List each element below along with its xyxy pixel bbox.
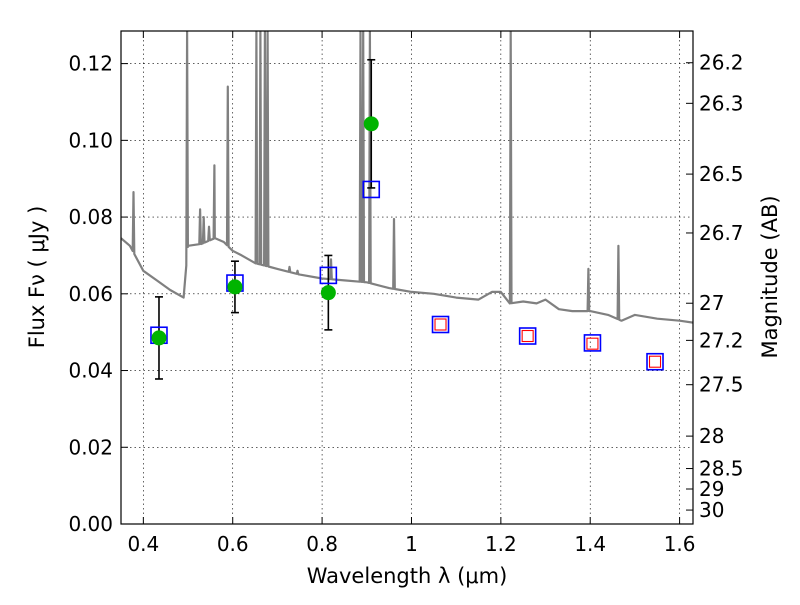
y-tick-label: 0.00 bbox=[68, 512, 113, 536]
y2-tick-label: 26.2 bbox=[699, 51, 744, 75]
y2-tick-label: 28.5 bbox=[699, 457, 744, 481]
observed-point bbox=[320, 285, 336, 301]
plot-frame bbox=[120, 30, 694, 525]
y-tick-label: 0.02 bbox=[68, 435, 113, 459]
nir-photometry-square bbox=[434, 318, 447, 331]
observed-point bbox=[363, 116, 379, 132]
y-axis-label: Flux Fν ( μJy ) bbox=[25, 206, 49, 349]
y2-tick-label: 30 bbox=[699, 498, 724, 522]
model-photometry-square bbox=[319, 266, 338, 285]
nir-photometry-square bbox=[521, 329, 534, 343]
model-photometry-square bbox=[646, 352, 664, 371]
model-photometry-square bbox=[518, 327, 537, 345]
y2-tick-label: 26.3 bbox=[699, 91, 744, 115]
nir-photometry-square bbox=[586, 337, 599, 350]
y-tick-label: 0.08 bbox=[68, 205, 113, 229]
model-photometry-square bbox=[431, 315, 450, 334]
x-tick-label: 1.4 bbox=[574, 532, 606, 556]
axis-ticks: 0.4 0.6 0.8 1 1.2 1.4 1.6 0.00 0.02 0.04 0.06 0.08 0… bbox=[68, 31, 744, 556]
y2-axis-label: Magnitude (AB) bbox=[758, 195, 782, 358]
model-photometry-square bbox=[362, 180, 381, 199]
y2-tick-label: 26.5 bbox=[699, 162, 744, 186]
grid-lines bbox=[121, 31, 693, 525]
observed-point bbox=[227, 279, 243, 295]
y2-tick-label: 27.2 bbox=[699, 328, 744, 352]
y-tick-label: 0.04 bbox=[68, 359, 113, 383]
x-tick-label: 1 bbox=[405, 532, 418, 556]
x-tick-label: 0.4 bbox=[127, 532, 159, 556]
y-tick-label: 0.12 bbox=[68, 52, 113, 76]
x-tick-label: 0.8 bbox=[306, 532, 338, 556]
y2-tick-label: 29 bbox=[699, 477, 724, 501]
observed-point bbox=[151, 330, 167, 346]
x-axis-label: Wavelength λ (μm) bbox=[307, 564, 508, 588]
data-points bbox=[150, 58, 664, 380]
nir-photometry-square bbox=[648, 355, 662, 368]
x-tick-label: 0.6 bbox=[217, 532, 249, 556]
model-photometry-square bbox=[583, 334, 602, 352]
y-tick-label: 0.10 bbox=[68, 128, 113, 152]
model-spectrum bbox=[121, 31, 693, 324]
y2-tick-label: 28 bbox=[699, 424, 724, 448]
x-tick-label: 1.6 bbox=[664, 532, 696, 556]
x-tick-label: 1.2 bbox=[485, 532, 517, 556]
y2-tick-label: 27.5 bbox=[699, 373, 744, 397]
y-tick-label: 0.06 bbox=[68, 282, 113, 306]
spectrum-line bbox=[121, 31, 693, 324]
y2-tick-label: 26.7 bbox=[699, 221, 744, 245]
y2-tick-label: 27 bbox=[699, 291, 724, 315]
